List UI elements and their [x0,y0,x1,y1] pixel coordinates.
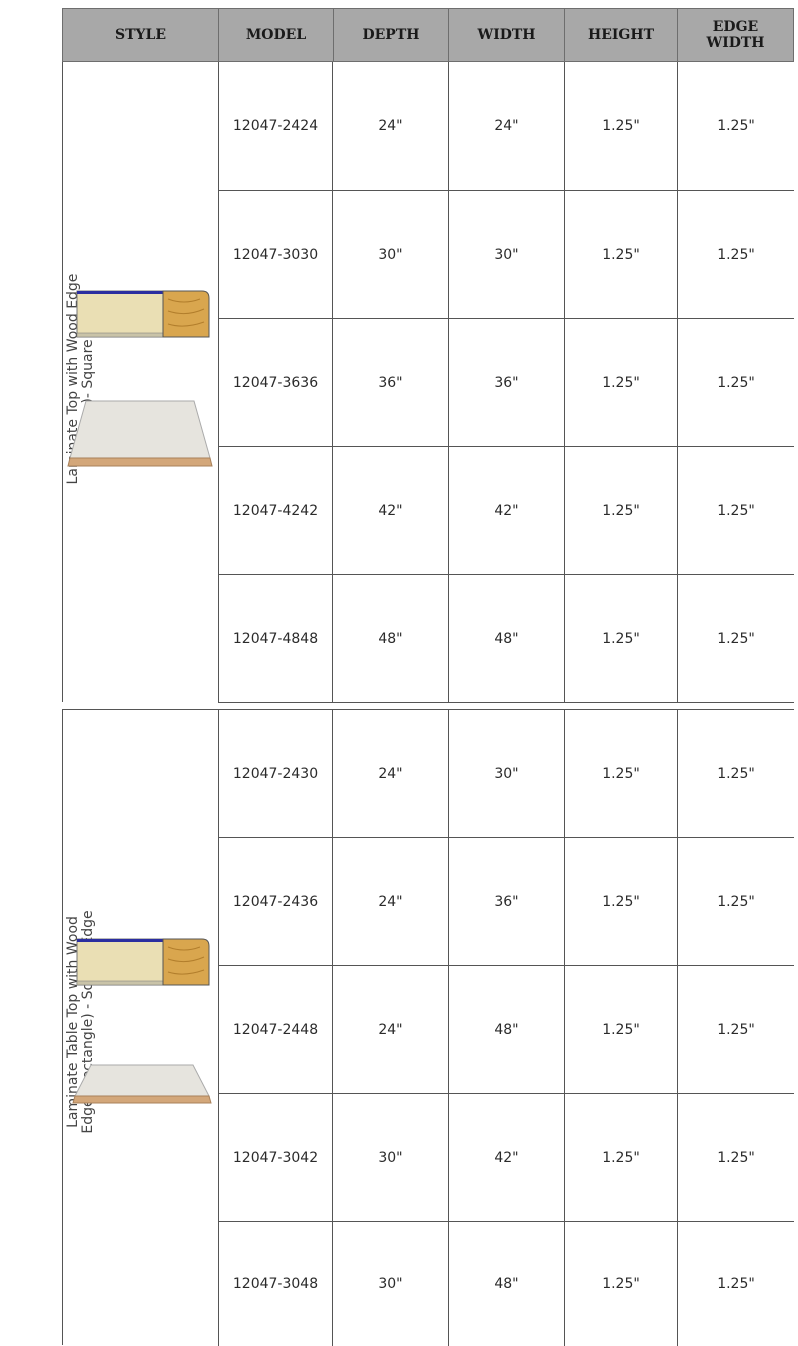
depth-cell: 30" [378,246,403,263]
width-cell: 30" [494,246,519,263]
depth-cell: 24" [378,893,403,910]
edge-width-cell: 1.25" [717,765,755,782]
width-cell: 48" [494,1021,519,1038]
width-cell: 48" [494,1276,519,1292]
width-cell: 24" [494,118,519,134]
header-height: HEIGHT [587,27,655,43]
table-row: 12047-2424 24" 24" 1.25" 1.25" [218,62,794,190]
width-cell: 36" [494,374,519,391]
edge-width-cell: 1.25" [717,246,755,263]
edge-profile-image [76,938,210,986]
height-cell: 1.25" [602,1149,640,1166]
style-label-line1: Laminate Table Top with Wood [65,916,81,1128]
width-cell: 30" [494,765,519,782]
depth-cell: 24" [378,765,403,782]
header-edge-width-line1: EDGE [712,19,759,35]
table-row: 12047-3042 30" 42" 1.25" 1.25" [218,1093,794,1221]
edge-width-cell: 1.25" [717,893,755,910]
style-label-line1: Laminate Top with Wood Edge [65,273,81,485]
edge-width-cell: 1.25" [717,374,755,391]
height-cell: 1.25" [602,246,640,263]
model-cell: 12047-3030 [232,246,319,263]
depth-cell: 30" [378,1276,403,1292]
header-width: WIDTH [477,27,536,43]
depth-cell: 30" [378,1149,403,1166]
height-cell: 1.25" [602,765,640,782]
style-label-line2: (Square)- Square Edge [80,299,96,459]
edge-width-cell: 1.25" [717,118,755,134]
model-cell: 12047-2436 [232,893,319,910]
edge-profile-image [76,290,210,338]
height-cell: 1.25" [602,502,640,519]
height-cell: 1.25" [602,1276,640,1292]
depth-cell: 36" [378,374,403,391]
edge-width-cell: 1.25" [717,1276,755,1292]
height-cell: 1.25" [602,893,640,910]
table-row: 12047-3048 30" 48" 1.25" 1.25" [218,1221,794,1346]
depth-cell: 48" [378,630,403,647]
model-cell: 12047-3042 [232,1149,319,1166]
depth-cell: 24" [378,1021,403,1038]
table-row: 12047-2448 24" 48" 1.25" 1.25" [218,965,794,1093]
header-depth: DEPTH [362,27,420,43]
section-rectangle: Laminate Table Top with Wood Edge (Recta… [62,709,794,1346]
width-cell: 36" [494,893,519,910]
model-cell: 12047-4242 [232,502,319,519]
model-cell: 12047-2424 [232,118,319,134]
width-cell: 42" [494,1149,519,1166]
table-row: 12047-2436 24" 36" 1.25" 1.25" [218,837,794,965]
edge-width-cell: 1.25" [717,630,755,647]
style-cell-square: Laminate Top with Wood Edge (Square)- Sq… [63,62,218,702]
width-cell: 42" [494,502,519,519]
header-model: MODEL [245,27,307,43]
style-cell-rectangle: Laminate Table Top with Wood Edge (Recta… [63,709,218,1345]
table-row: 12047-3030 30" 30" 1.25" 1.25" [218,190,794,318]
depth-cell: 24" [378,118,403,134]
model-cell: 12047-3048 [232,1276,319,1292]
section-square: Laminate Top with Wood Edge (Square)- Sq… [62,62,794,703]
height-cell: 1.25" [602,630,640,647]
table-top-image [72,1064,212,1104]
table-row: 12047-4242 42" 42" 1.25" 1.25" [218,446,794,574]
height-cell: 1.25" [602,118,640,134]
table-row: 12047-2430 24" 30" 1.25" 1.25" [218,709,794,837]
model-cell: 12047-4848 [232,630,319,647]
table-row: 12047-4848 48" 48" 1.25" 1.25" [218,574,794,703]
model-cell: 12047-2430 [232,765,319,782]
edge-width-cell: 1.25" [717,1021,755,1038]
table-top-image [67,400,213,467]
width-cell: 48" [494,630,519,647]
style-label-line2: Edge (Rectangle) - Square Edge [80,910,96,1134]
depth-cell: 42" [378,502,403,519]
model-cell: 12047-2448 [232,1021,319,1038]
edge-width-cell: 1.25" [717,502,755,519]
style-label-square: Laminate Top with Wood Edge (Square)- Sq… [65,219,96,539]
header-style: STYLE [114,27,167,43]
table-header: STYLE MODEL DEPTH WIDTH HEIGHT EDGE WIDT… [62,8,794,62]
header-edge-width-line2: WIDTH [706,35,765,51]
model-cell: 12047-3636 [232,374,319,391]
height-cell: 1.25" [602,374,640,391]
table-row: 12047-3636 36" 36" 1.25" 1.25" [218,318,794,446]
edge-width-cell: 1.25" [717,1149,755,1166]
height-cell: 1.25" [602,1021,640,1038]
style-label-rectangle: Laminate Table Top with Wood Edge (Recta… [65,862,96,1182]
header-edge-width: EDGE WIDTH [678,9,793,61]
